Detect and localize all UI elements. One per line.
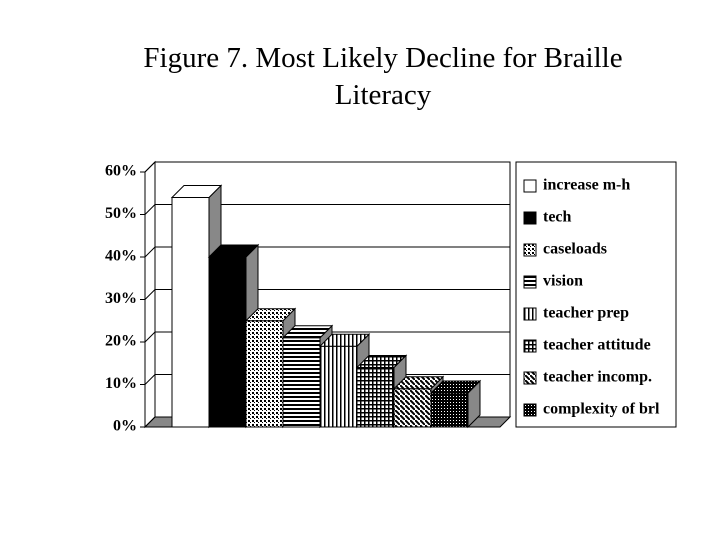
grid-line bbox=[144, 289, 510, 300]
y-tick-label: 10% bbox=[105, 375, 137, 392]
bar bbox=[393, 388, 432, 428]
legend-label: teacher prep bbox=[543, 305, 629, 322]
bar bbox=[245, 320, 284, 428]
legend-swatch bbox=[523, 275, 537, 289]
legend-box bbox=[515, 161, 677, 428]
bar-top bbox=[281, 325, 334, 339]
bar-top bbox=[429, 380, 482, 394]
legend-swatch bbox=[523, 339, 537, 353]
legend-label: caseloads bbox=[543, 241, 607, 258]
bar bbox=[282, 337, 321, 428]
grid-line bbox=[144, 331, 510, 343]
bar-top bbox=[355, 355, 408, 368]
legend-swatch bbox=[523, 307, 537, 321]
legend-label: teacher attitude bbox=[543, 337, 651, 354]
legend-label: teacher incomp. bbox=[543, 369, 652, 386]
y-tick-label: 0% bbox=[113, 418, 137, 435]
bar-top bbox=[244, 308, 297, 322]
bar bbox=[319, 345, 358, 428]
legend-label: vision bbox=[543, 273, 583, 290]
bar-top bbox=[392, 376, 445, 390]
bar-top bbox=[207, 244, 260, 258]
legend-label: complexity of brl bbox=[543, 401, 660, 418]
bar bbox=[208, 256, 247, 428]
y-tick-label: 30% bbox=[105, 290, 137, 307]
y-tick-label: 40% bbox=[105, 248, 137, 265]
legend-swatch bbox=[523, 403, 537, 417]
legend-swatch bbox=[523, 371, 537, 385]
legend-swatch bbox=[523, 179, 537, 193]
legend-label: tech bbox=[543, 209, 572, 226]
y-tick-label: 50% bbox=[105, 205, 137, 222]
y-tick-label: 20% bbox=[105, 333, 137, 350]
bar bbox=[356, 367, 395, 428]
grid-line bbox=[144, 246, 510, 258]
bar bbox=[430, 392, 469, 428]
grid-line bbox=[144, 204, 510, 215]
chart-title: Figure 7. Most Likely Decline for Braill… bbox=[143, 42, 623, 111]
bar-top bbox=[170, 185, 223, 198]
grid-line bbox=[144, 161, 510, 173]
legend-swatch bbox=[523, 211, 537, 225]
y-tick-label: 60% bbox=[105, 163, 137, 180]
bar-top bbox=[318, 333, 371, 347]
legend-swatch bbox=[523, 243, 537, 257]
legend-label: increase m-h bbox=[543, 177, 630, 194]
bar bbox=[171, 197, 210, 428]
